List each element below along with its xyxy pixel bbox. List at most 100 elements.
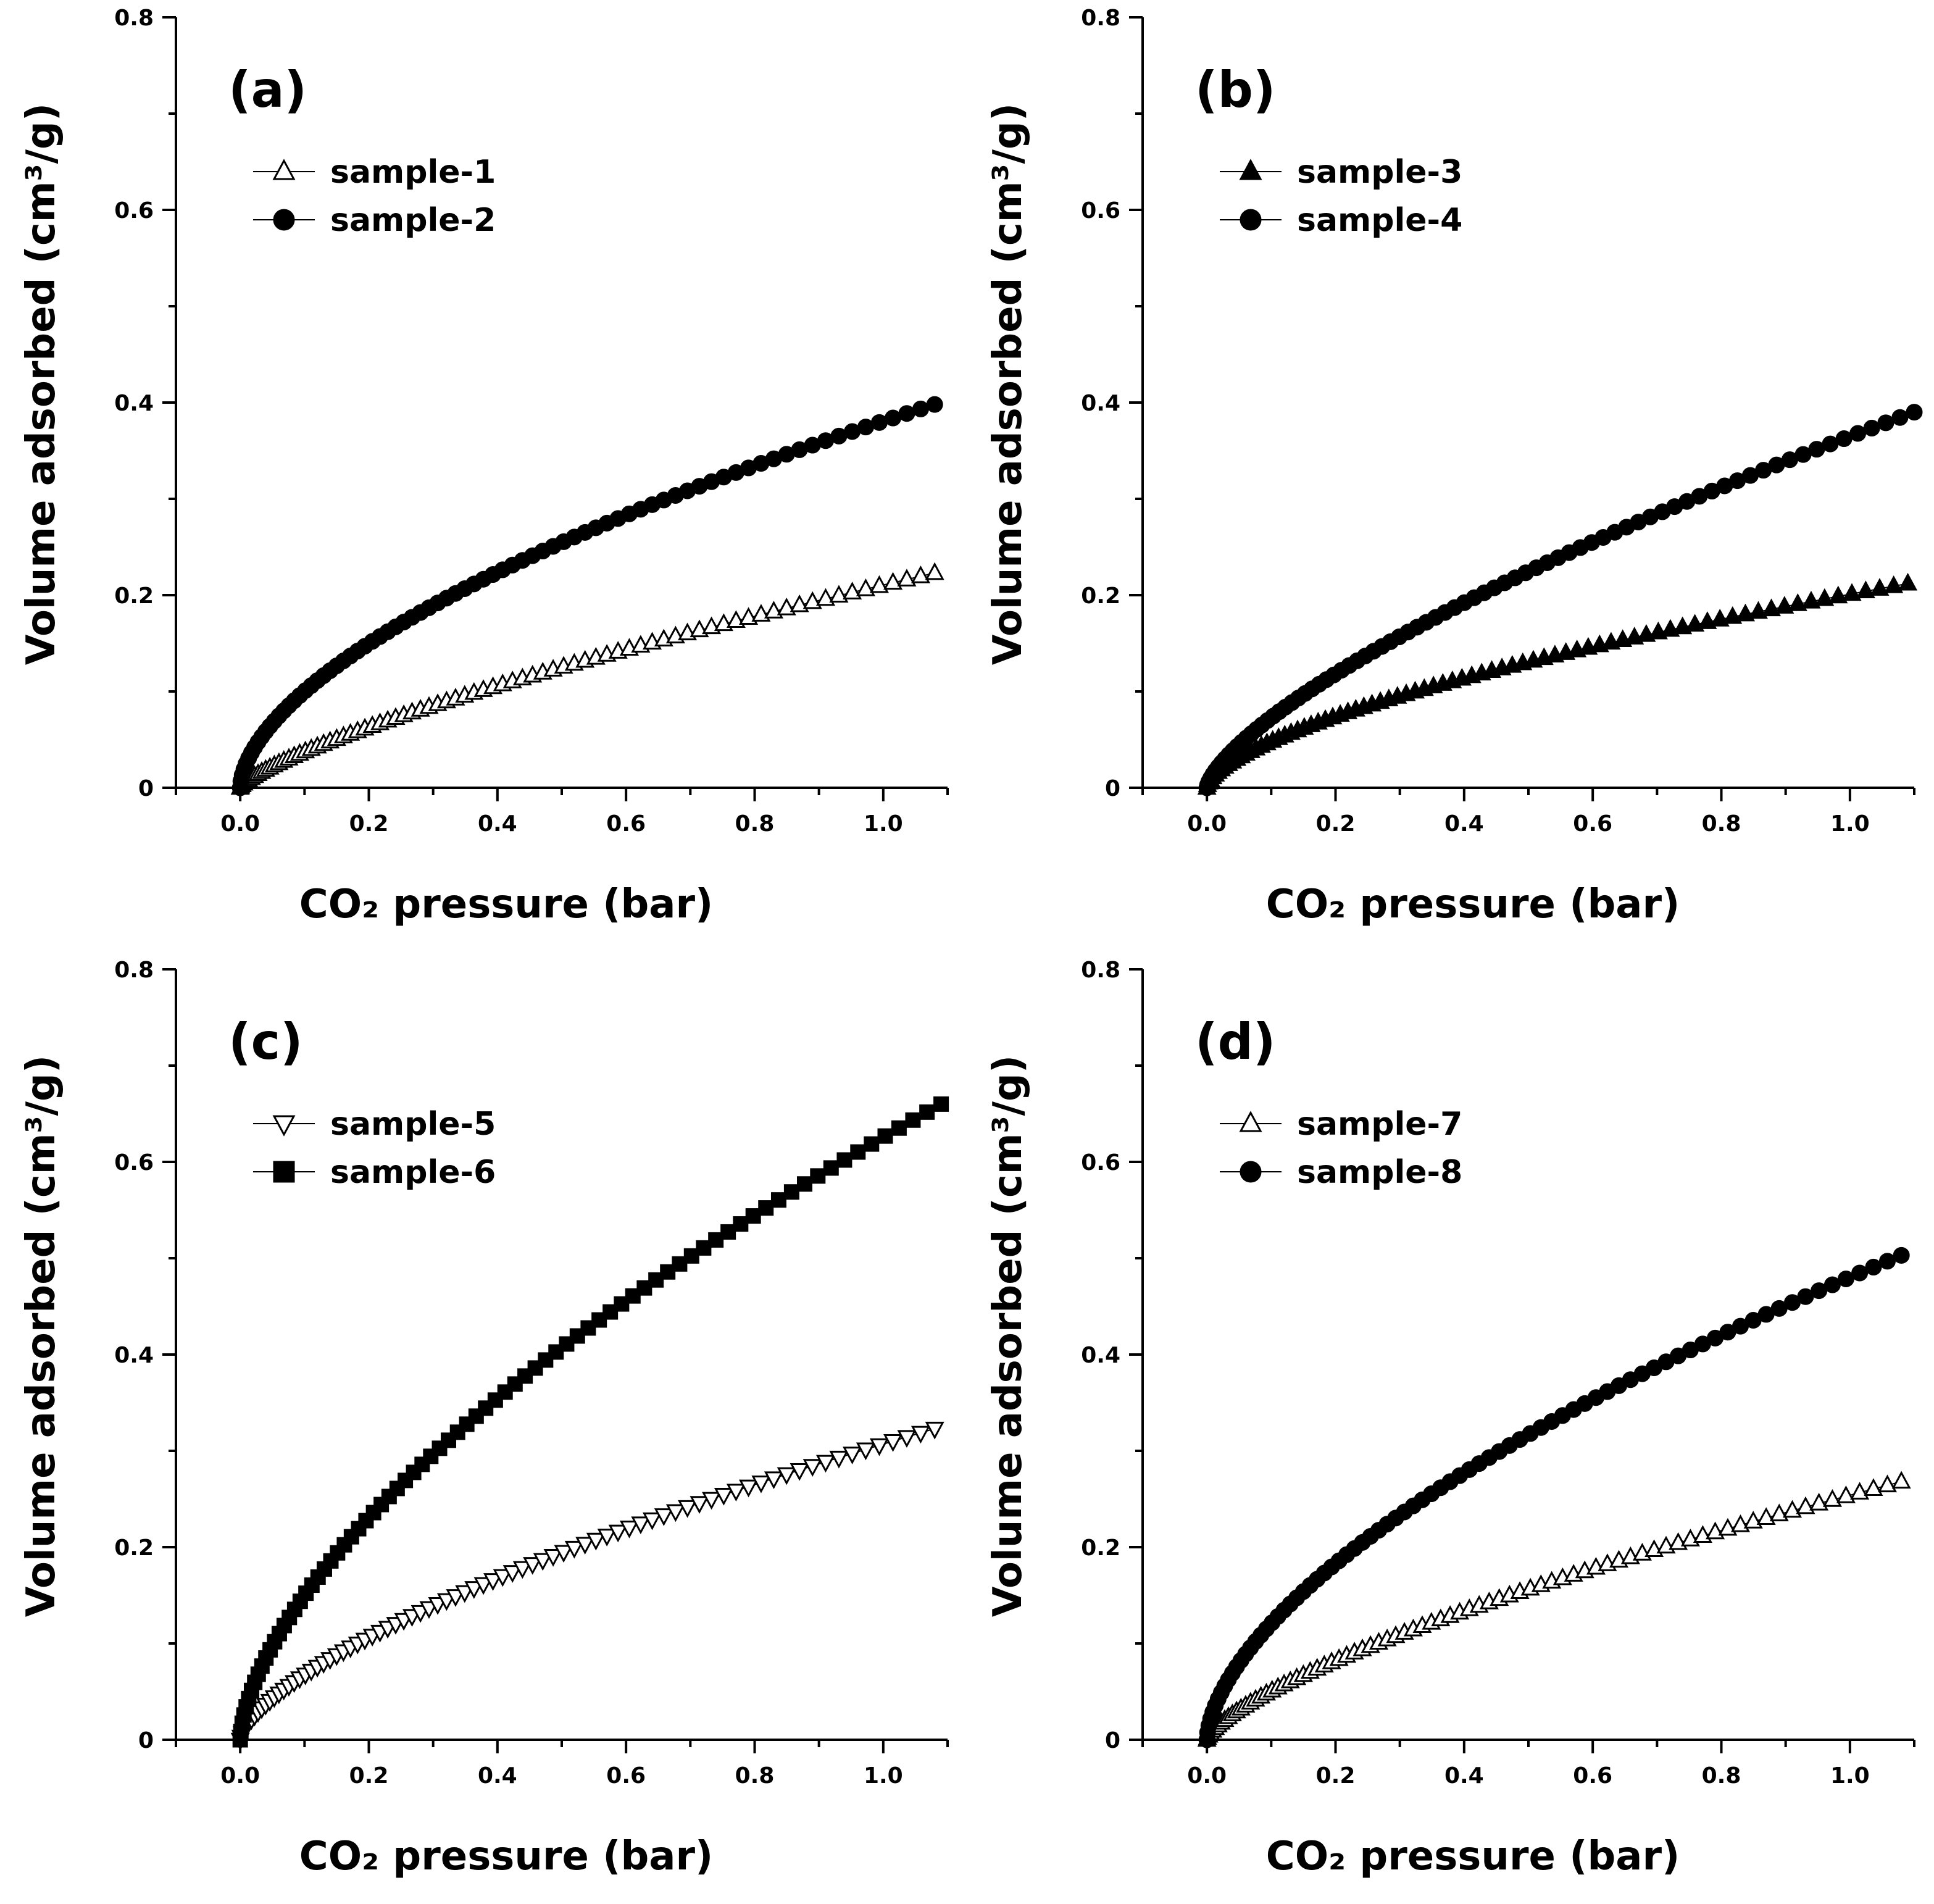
- x-axis-title: CO₂ pressure (bar): [299, 1834, 714, 1879]
- chart-panel-b: 0 0.2 0.4 0.6 0.8 0.0 0.2 0.4 0.6 0.8 1.0 CO₂ press…: [967, 0, 1934, 952]
- data-point: [1893, 1246, 1910, 1264]
- data-point: [869, 575, 889, 593]
- chart-panel-d: 0 0.2 0.4 0.6 0.8 0.0 0.2 0.4 0.6 0.8 1.0 CO₂ press…: [967, 952, 1934, 1904]
- data-point: [614, 1296, 630, 1312]
- series-sample-6: [232, 1096, 949, 1748]
- legend-marker: [1240, 1161, 1262, 1183]
- x-tick-label: 1.0: [1830, 811, 1870, 837]
- chart-svg: 0 0.2 0.4 0.6 0.8 0.0 0.2 0.4 0.6 0.8 1.0 CO₂ press…: [985, 958, 1915, 1879]
- legend-marker: [273, 209, 295, 231]
- data-point: [815, 1455, 836, 1473]
- y-tick-label: 0.2: [1081, 583, 1120, 609]
- data-point: [714, 1487, 733, 1506]
- legend: sample-3 sample-4: [1220, 154, 1462, 239]
- data-point: [745, 1208, 761, 1224]
- panel-label: (a): [228, 61, 307, 119]
- data-point: [843, 582, 862, 599]
- x-tick-label: 0.6: [1573, 811, 1612, 837]
- data-point: [912, 400, 929, 417]
- data-point: [897, 569, 917, 587]
- data-point: [758, 1200, 774, 1216]
- data-point: [1748, 601, 1768, 619]
- y-tick-label: 0.4: [114, 391, 154, 416]
- data-point: [1809, 1492, 1829, 1511]
- legend-marker: [1240, 209, 1262, 231]
- data-point: [483, 1573, 503, 1591]
- x-tick-label: 1.0: [1830, 1763, 1870, 1789]
- x-tick-label: 0.8: [735, 1763, 775, 1789]
- data-point: [575, 1537, 595, 1555]
- x-tick-label: 0.8: [1702, 811, 1741, 837]
- data-point: [790, 1463, 809, 1481]
- axes-frame: [1141, 17, 1914, 789]
- data-point: [926, 396, 943, 413]
- y-tick-label: 0.6: [1081, 198, 1120, 223]
- panel-label: (b): [1195, 61, 1275, 119]
- data-point: [897, 1430, 917, 1448]
- y-tick-label: 0.4: [114, 1343, 154, 1368]
- data-point: [802, 591, 822, 609]
- legend-marker: [272, 159, 296, 180]
- axes-frame: [1141, 969, 1914, 1741]
- data-point: [829, 1450, 849, 1469]
- data-point: [1865, 1258, 1882, 1276]
- x-tick-label: 0.0: [220, 811, 260, 837]
- data-point: [464, 1581, 484, 1599]
- data-point: [1870, 578, 1890, 596]
- series-sample-4: [1198, 404, 1923, 796]
- data-point: [933, 1096, 949, 1112]
- data-point: [1698, 611, 1717, 629]
- series-sample-8: [1198, 1246, 1910, 1748]
- x-tick-label: 1.0: [864, 811, 903, 837]
- data-point: [1788, 593, 1807, 611]
- data-point: [502, 1565, 522, 1583]
- data-point: [672, 1256, 688, 1272]
- data-point: [1797, 1288, 1814, 1305]
- data-point: [1856, 580, 1875, 598]
- legend-label: sample-7: [1297, 1106, 1462, 1143]
- data-point: [455, 1585, 475, 1603]
- y-tick-label: 0.8: [1081, 958, 1120, 983]
- data-point: [1850, 1482, 1870, 1500]
- y-tick-label: 0: [1105, 1728, 1120, 1753]
- data-point: [877, 1128, 893, 1144]
- data-point: [891, 1120, 907, 1136]
- legend-label: sample-4: [1297, 202, 1462, 239]
- legend-label: sample-5: [330, 1106, 496, 1143]
- y-tick-label: 0: [138, 1728, 154, 1753]
- series-sample-2: [231, 396, 943, 796]
- chart-svg: 0 0.2 0.4 0.6 0.8 0.0 0.2 0.4 0.6 0.8 1.0 CO₂ press…: [19, 6, 949, 927]
- series-sample-1: [230, 562, 944, 795]
- data-point: [473, 1577, 493, 1595]
- x-tick-label: 0.4: [1444, 1763, 1484, 1789]
- data-point: [1769, 1503, 1789, 1522]
- data-point: [708, 1232, 724, 1248]
- data-point: [856, 578, 875, 596]
- data-point: [1835, 430, 1853, 448]
- legend-marker: [1239, 1111, 1262, 1132]
- data-point: [702, 1492, 722, 1510]
- x-tick-label: 0.4: [478, 1763, 517, 1789]
- data-point: [597, 1529, 617, 1547]
- data-point: [1877, 1474, 1897, 1493]
- data-point: [1837, 1271, 1854, 1288]
- x-axis-title: CO₂ pressure (bar): [299, 882, 714, 927]
- y-axis-title: Volume adsorbed (cm³/g): [985, 1055, 1031, 1617]
- data-point: [1877, 414, 1894, 432]
- data-point: [864, 1136, 880, 1152]
- data-point: [829, 585, 849, 603]
- series-line: [240, 1428, 935, 1740]
- data-point: [665, 1504, 685, 1522]
- x-tick-label: 0.2: [349, 1763, 389, 1789]
- data-point: [436, 1593, 456, 1611]
- data-point: [720, 1224, 736, 1240]
- series-sample-7: [1197, 1471, 1911, 1747]
- data-point: [898, 405, 915, 422]
- data-point: [777, 597, 796, 616]
- legend-marker: [272, 1115, 296, 1137]
- x-tick-label: 0.4: [1444, 811, 1484, 837]
- data-point: [523, 1557, 543, 1575]
- data-point: [1796, 1496, 1815, 1514]
- legend-marker: [273, 1161, 295, 1183]
- data-point: [764, 601, 783, 619]
